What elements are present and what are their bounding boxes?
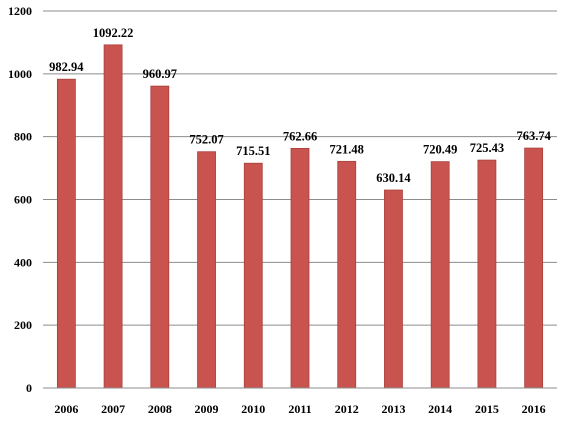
x-tick-label-2013: 2013 — [381, 402, 405, 416]
x-tick-label-2010: 2010 — [241, 402, 265, 416]
bar-2014 — [430, 161, 450, 389]
data-label-2009: 752.07 — [189, 133, 223, 147]
x-tick-label-2009: 2009 — [195, 402, 219, 416]
x-tick-label-2014: 2014 — [428, 402, 452, 416]
bar-2006 — [56, 78, 76, 389]
data-label-2016: 763.74 — [516, 129, 551, 143]
y-tick-label-400: 400 — [14, 255, 32, 269]
bar-2007 — [103, 44, 123, 389]
x-tick-label-2006: 2006 — [54, 402, 78, 416]
y-tick-label-800: 800 — [14, 130, 32, 144]
bar-2012 — [337, 160, 357, 389]
bar-2010 — [243, 162, 263, 389]
x-tick-label-2007: 2007 — [101, 402, 125, 416]
data-label-2012: 721.48 — [330, 142, 364, 156]
y-tick-label-1200: 1200 — [8, 4, 32, 18]
x-tick-label-2008: 2008 — [148, 402, 172, 416]
data-label-2006: 982.94 — [49, 60, 84, 74]
data-labels: 982.94 1092.22 960.97 752.07 715.51 762.66 721… — [49, 26, 551, 185]
data-label-2008: 960.97 — [143, 67, 177, 81]
bar-2016 — [524, 147, 544, 389]
bars — [56, 44, 544, 389]
x-tick-label-2015: 2015 — [475, 402, 499, 416]
data-label-2011: 762.66 — [283, 129, 317, 143]
bar-2015 — [477, 159, 497, 389]
bar-2013 — [384, 189, 403, 389]
y-tick-label-0: 0 — [26, 381, 32, 395]
bar-2009 — [197, 151, 216, 389]
data-label-2007: 1092.22 — [93, 26, 134, 40]
data-label-2014: 720.49 — [423, 143, 457, 157]
x-axis-tick-labels: 2006 2007 2008 2009 2010 2011 2012 2013 2014 2015… — [54, 402, 545, 416]
y-tick-label-600: 600 — [14, 193, 32, 207]
x-tick-label-2012: 2012 — [335, 402, 359, 416]
data-label-2010: 715.51 — [236, 144, 270, 158]
x-tick-label-2011: 2011 — [288, 402, 311, 416]
bar-2011 — [290, 147, 310, 389]
bar-2008 — [150, 85, 170, 389]
data-label-2015: 725.43 — [470, 141, 504, 155]
data-label-2013: 630.14 — [376, 171, 411, 185]
x-tick-label-2016: 2016 — [522, 402, 546, 416]
y-tick-label-200: 200 — [14, 318, 32, 332]
y-axis-tick-labels: 0 200 400 600 800 1000 1200 — [8, 4, 32, 395]
y-tick-label-1000: 1000 — [8, 67, 32, 81]
